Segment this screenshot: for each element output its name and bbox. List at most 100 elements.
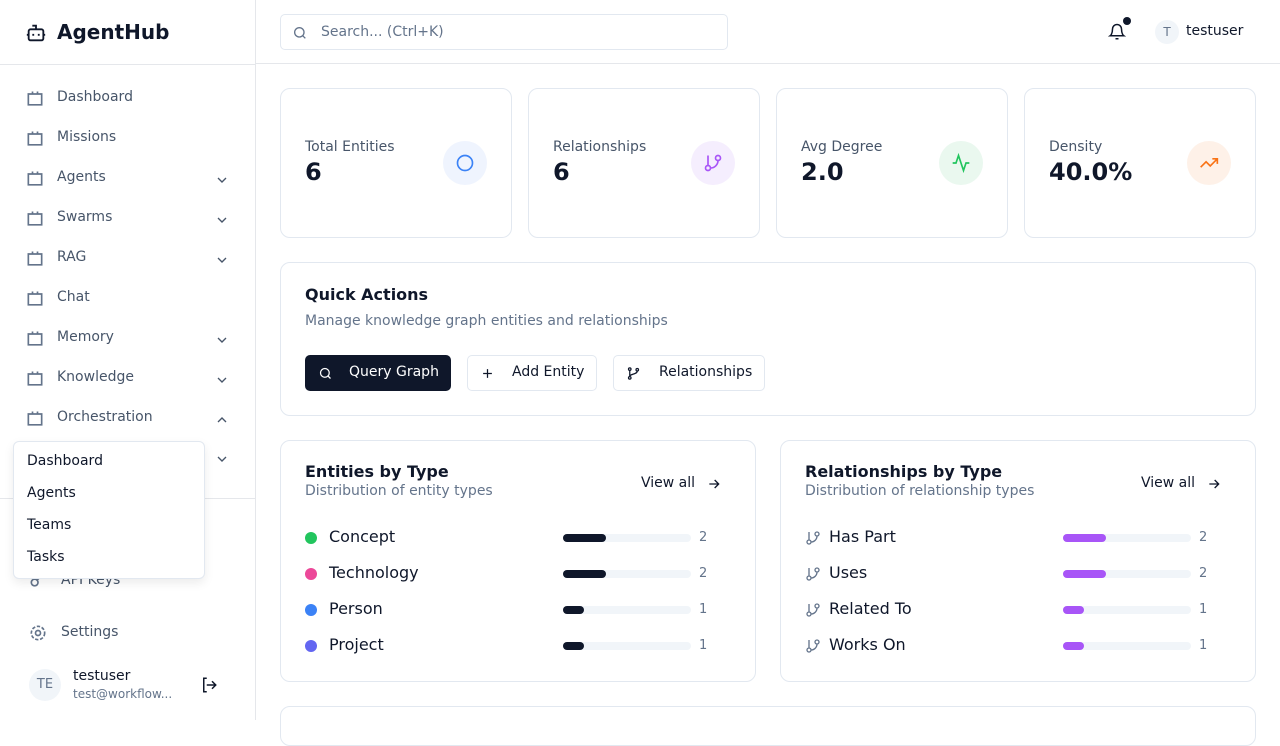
icon-path <box>806 531 820 545</box>
type-name: Works On <box>829 635 906 654</box>
icon-path <box>27 211 43 226</box>
stat-value: 6 <box>553 158 570 186</box>
button-label: Relationships <box>659 364 753 380</box>
icon-path <box>1200 158 1219 168</box>
dropdown-menu: Dashboard Agents Teams Tasks <box>13 441 205 579</box>
nav-label: RAG <box>57 249 87 265</box>
icon-path <box>27 331 43 346</box>
nav-item[interactable]: Memory <box>24 323 234 355</box>
nav-item[interactable]: Chat <box>24 283 234 315</box>
bar <box>563 570 606 578</box>
stat-label: Density <box>1049 139 1103 155</box>
icon <box>27 171 43 186</box>
bar-track <box>1063 642 1191 650</box>
icon-path <box>217 417 227 423</box>
icon <box>27 291 43 306</box>
icon-path <box>217 257 227 263</box>
logout-button[interactable] <box>200 676 218 694</box>
menu-item[interactable]: Teams <box>27 517 72 533</box>
notifications-button[interactable] <box>1108 23 1126 41</box>
icon <box>1209 479 1220 489</box>
query-graph-button[interactable]: Query Graph <box>305 355 451 391</box>
settings-icon <box>30 625 46 641</box>
menu-item[interactable]: Tasks <box>27 549 65 565</box>
bar <box>1063 642 1085 650</box>
panel-subtitle: Distribution of relationship types <box>805 483 1035 499</box>
stat-icon <box>443 141 487 185</box>
bar-track <box>1063 570 1191 578</box>
bar <box>1063 570 1106 578</box>
type-name: Technology <box>329 563 419 582</box>
card-subtitle: Manage knowledge graph entities and rela… <box>305 313 668 329</box>
nav-item[interactable]: Settings <box>61 624 119 640</box>
nav-item[interactable]: Orchestration <box>24 403 234 435</box>
user-menu[interactable]: testuser <box>1186 23 1244 39</box>
nav-label: Missions <box>57 129 117 145</box>
nav-item[interactable]: Dashboard <box>24 83 234 115</box>
view-all-link[interactable]: View all <box>641 475 696 491</box>
icon-path <box>456 154 474 172</box>
icon <box>27 331 43 346</box>
bar-track <box>1063 606 1191 614</box>
type-count: 1 <box>699 638 708 653</box>
stat-card: Relationships 6 <box>528 88 760 238</box>
type-count: 2 <box>1199 566 1208 581</box>
nav-item[interactable]: Knowledge <box>24 363 234 395</box>
add-entity-button[interactable]: Add Entity <box>467 355 597 391</box>
stat-card: Density 40.0% <box>1024 88 1256 238</box>
bar-track <box>563 642 691 650</box>
panel-card: Relationships by Type Distribution of rel… <box>780 440 1256 682</box>
relationships-button[interactable]: Relationships <box>613 355 765 391</box>
bar-track <box>563 534 691 542</box>
type-count: 2 <box>699 530 708 545</box>
icon <box>217 337 227 343</box>
stat-value: 2.0 <box>801 158 844 186</box>
icon <box>952 153 970 173</box>
user-name: testuser <box>73 668 131 684</box>
bar <box>563 642 585 650</box>
menu-item[interactable]: Dashboard <box>27 453 103 469</box>
search-placeholder: Search... (Ctrl+K) <box>321 24 444 40</box>
icon-path <box>952 153 970 173</box>
type-name: Has Part <box>829 527 896 546</box>
card <box>280 706 1256 746</box>
panel-card: Entities by Type Distribution of entity t… <box>280 440 756 682</box>
search-box[interactable]: Search... (Ctrl+K) <box>280 14 728 50</box>
avatar: T <box>1155 20 1179 44</box>
nav-item[interactable]: RAG <box>24 243 234 275</box>
nav-item[interactable]: Swarms <box>24 203 234 235</box>
type-count: 2 <box>699 566 708 581</box>
icon-path <box>27 91 43 106</box>
panel-title: Entities by Type <box>305 462 449 481</box>
stat-label: Total Entities <box>305 139 395 155</box>
type-name: Person <box>329 599 383 618</box>
stat-value: 40.0% <box>1049 158 1133 186</box>
nav-label: Dashboard <box>57 89 133 105</box>
type-dot <box>305 568 317 580</box>
button-label: Query Graph <box>349 364 439 380</box>
type-dot <box>305 640 317 652</box>
view-all-link[interactable]: View all <box>1141 475 1196 491</box>
bar-track <box>1063 534 1191 542</box>
nav-item[interactable]: Missions <box>24 123 234 155</box>
bar <box>563 606 585 614</box>
icon-path <box>217 456 227 462</box>
bar <box>1063 534 1106 542</box>
nav-item[interactable]: Agents <box>24 163 234 195</box>
bar-track <box>563 570 691 578</box>
sidebar: AgentHub Dashboard Missions Agents Swarms RA… <box>0 0 256 720</box>
icon <box>456 154 474 172</box>
icon-path <box>806 567 820 581</box>
icon <box>27 411 43 426</box>
icon <box>1200 158 1219 168</box>
search-icon <box>294 27 306 39</box>
bar <box>563 534 606 542</box>
icon <box>217 417 227 423</box>
icon <box>27 211 43 226</box>
menu-item[interactable]: Agents <box>27 485 76 501</box>
type-count: 2 <box>1199 530 1208 545</box>
icon <box>217 257 227 263</box>
icon-path <box>217 177 227 183</box>
bar <box>1063 606 1085 614</box>
